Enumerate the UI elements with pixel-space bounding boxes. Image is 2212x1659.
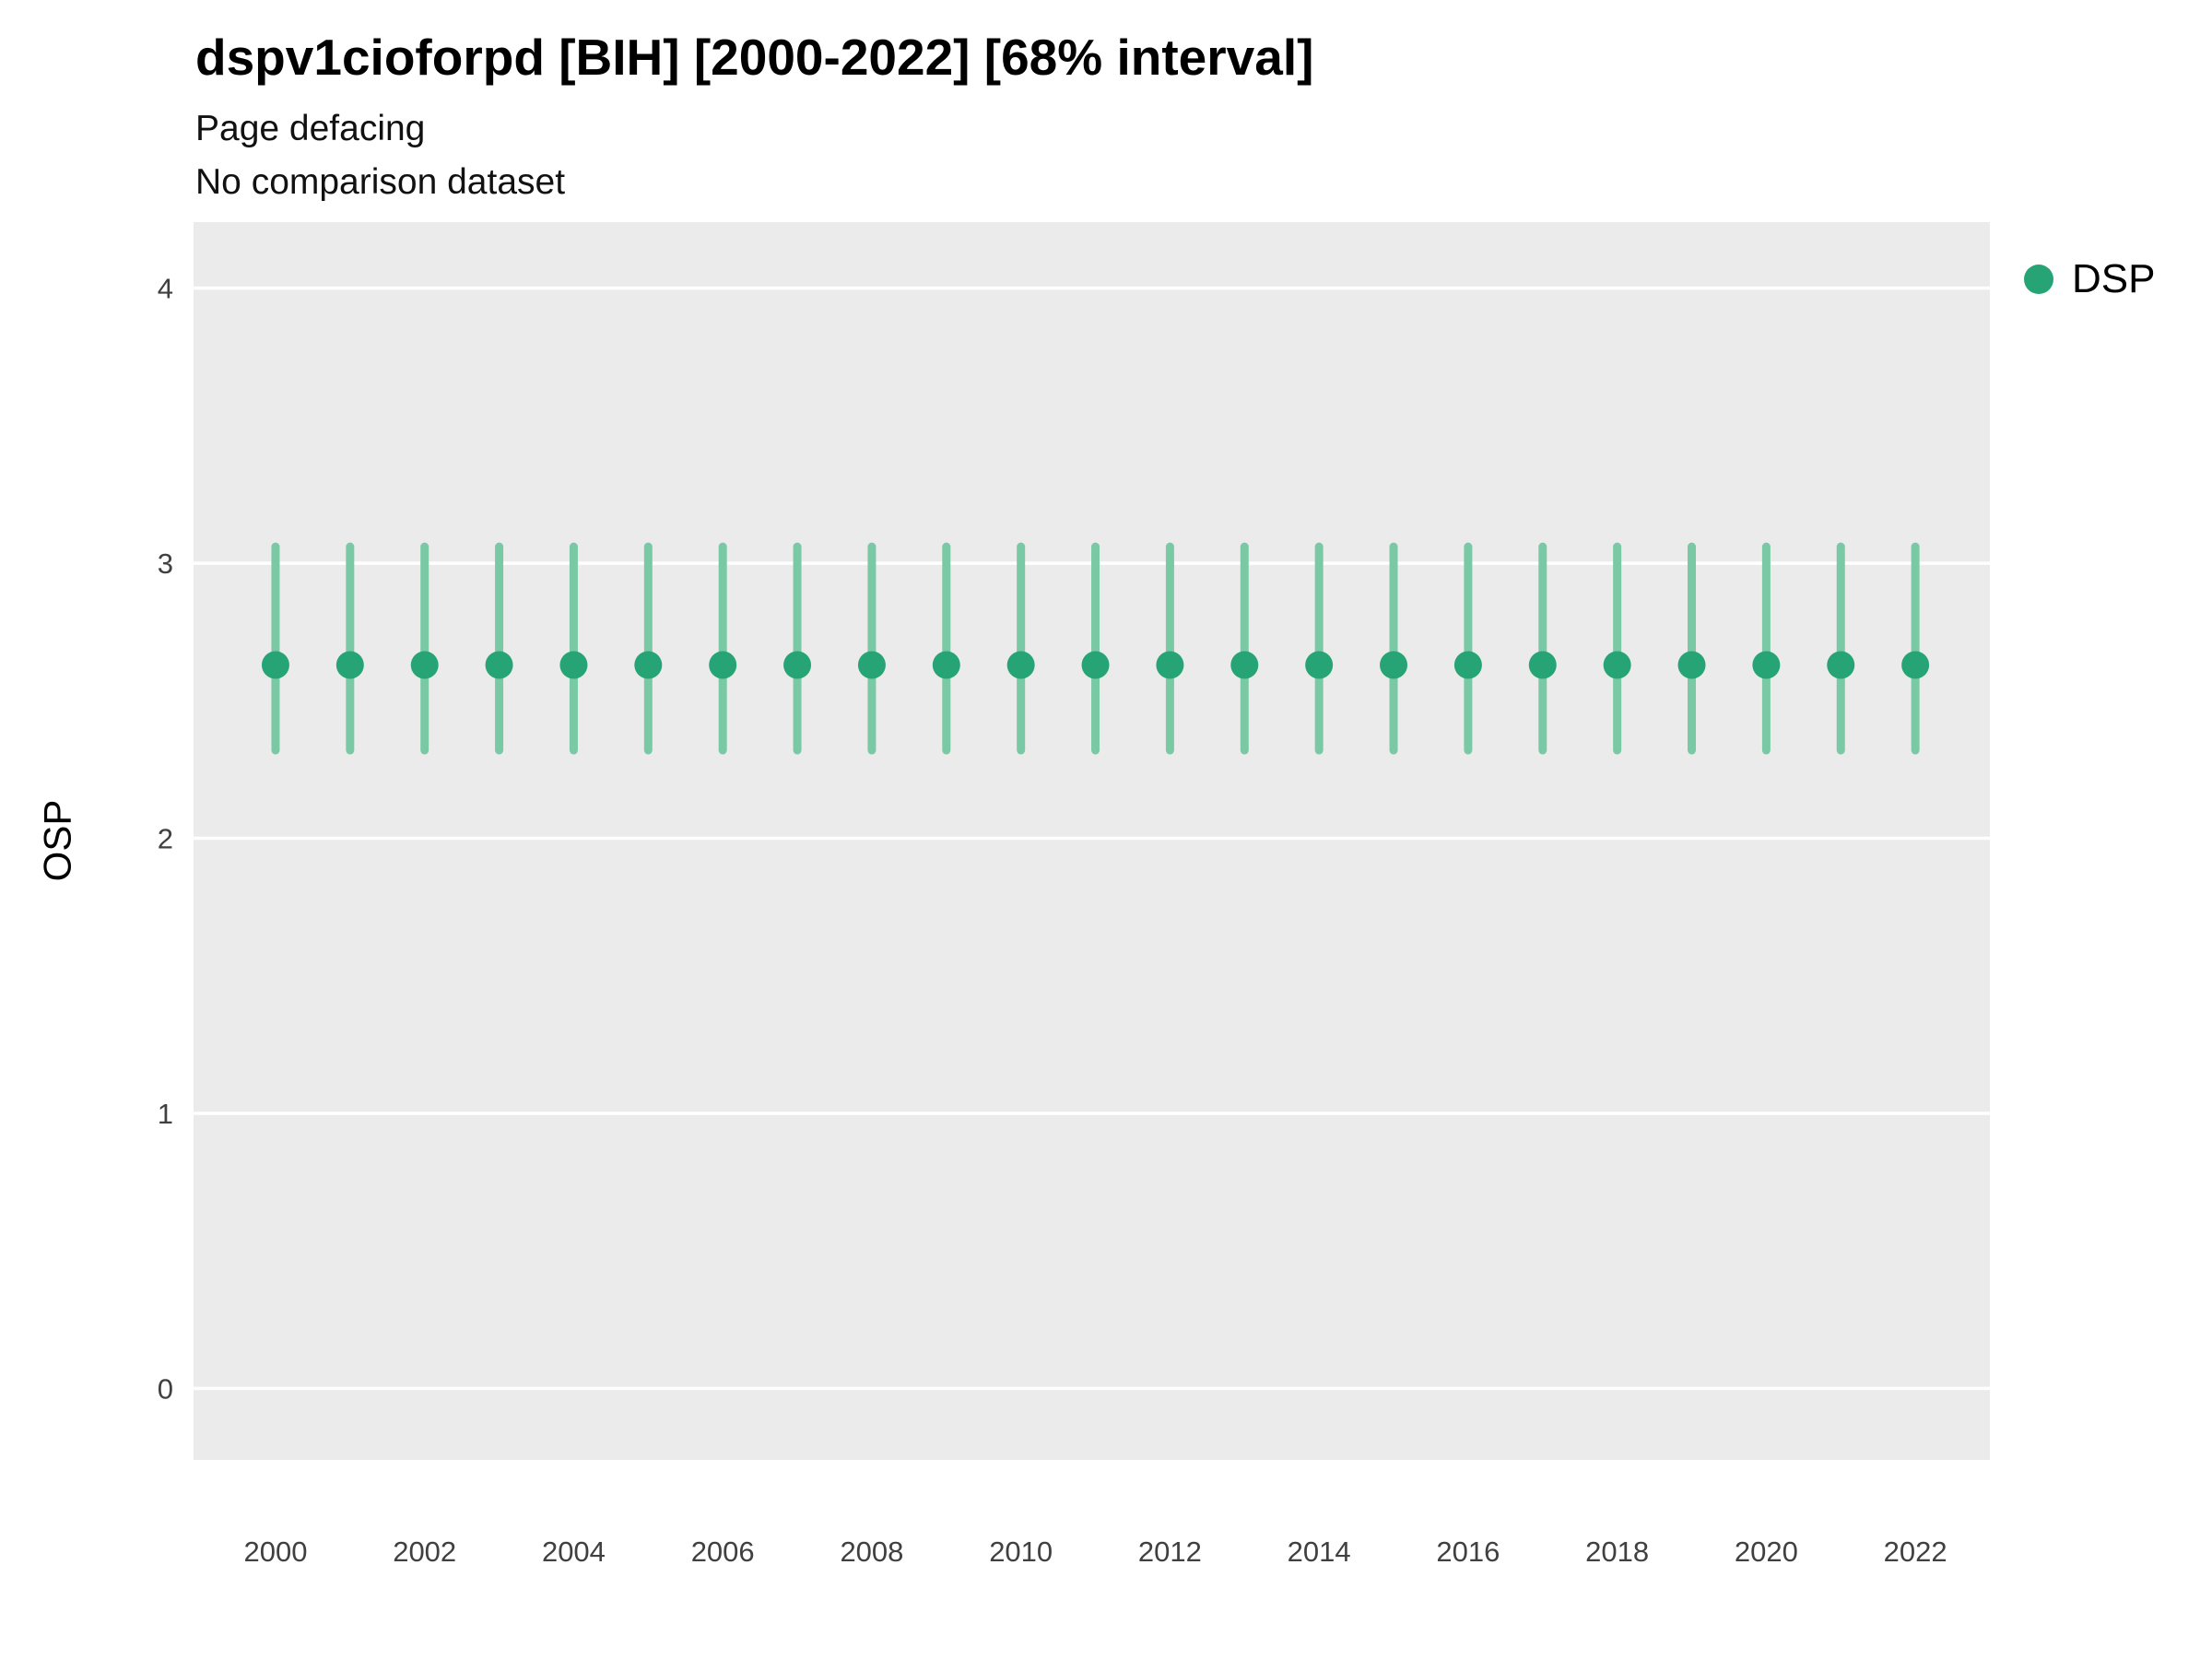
data-point	[1006, 651, 1035, 679]
y-tick-label: 1	[158, 1098, 173, 1130]
data-point	[1156, 651, 1184, 679]
legend-label-dsp: DSP	[2072, 256, 2156, 301]
data-point	[1230, 651, 1259, 679]
data-point	[709, 651, 737, 679]
x-tick-label: 2018	[1585, 1535, 1649, 1568]
x-tick-label: 2006	[691, 1535, 755, 1568]
chart-subtitle: Page defacing	[195, 109, 426, 148]
data-point	[1380, 651, 1408, 679]
data-point	[410, 651, 439, 679]
x-tick-label: 2020	[1735, 1535, 1798, 1568]
x-tick-label: 2016	[1436, 1535, 1500, 1568]
data-point	[1827, 651, 1855, 679]
x-tick-label: 2004	[542, 1535, 606, 1568]
data-point	[485, 651, 513, 679]
x-tick-label: 2008	[840, 1535, 903, 1568]
x-tick-label: 2022	[1884, 1535, 1947, 1568]
data-point	[559, 651, 588, 679]
legend-dot-dsp	[2024, 265, 2053, 294]
data-point	[1901, 651, 1930, 679]
y-tick-label: 3	[158, 547, 173, 580]
data-point	[1528, 651, 1557, 679]
chart-note: No comparison dataset	[195, 162, 566, 202]
data-point	[261, 651, 289, 679]
x-tick-label: 2014	[1288, 1535, 1351, 1568]
data-point	[1081, 651, 1110, 679]
data-point	[634, 651, 663, 679]
x-tick-label: 2000	[243, 1535, 307, 1568]
data-point	[1453, 651, 1482, 679]
data-point	[783, 651, 812, 679]
x-tick-label: 2010	[989, 1535, 1053, 1568]
data-point	[1603, 651, 1631, 679]
y-tick-label: 2	[158, 823, 173, 855]
data-point	[1752, 651, 1781, 679]
data-point	[857, 651, 886, 679]
plot-panel	[194, 222, 1990, 1460]
legend: DSP	[2024, 256, 2155, 302]
data-point	[932, 651, 960, 679]
x-tick-label: 2002	[393, 1535, 456, 1568]
data-point	[1305, 651, 1334, 679]
y-tick-label: 4	[158, 273, 173, 305]
chart-title: dspv1cioforpd [BIH] [2000-2022] [68% int…	[195, 29, 1314, 86]
x-tick-label: 2012	[1138, 1535, 1202, 1568]
data-point	[1677, 651, 1706, 679]
y-tick-label: 0	[158, 1372, 173, 1405]
data-point	[335, 651, 364, 679]
